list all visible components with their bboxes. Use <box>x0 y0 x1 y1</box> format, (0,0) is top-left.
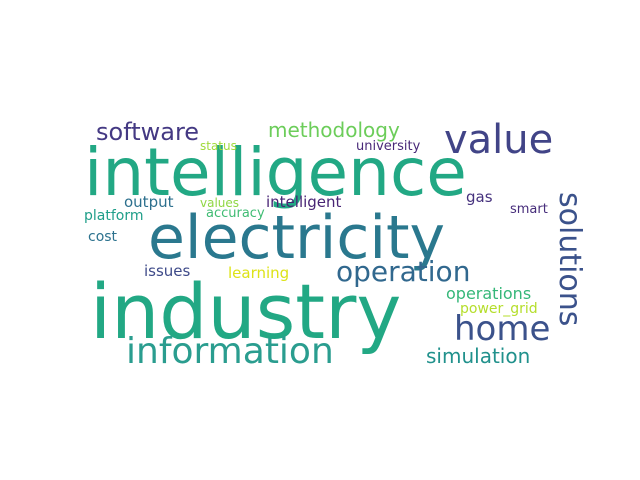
word-value: value <box>444 117 554 163</box>
word-simulation: simulation <box>426 344 531 368</box>
word-cost: cost <box>88 229 118 245</box>
word-status: status <box>200 139 237 153</box>
word-software: software <box>96 118 200 146</box>
word-learning: learning <box>228 264 290 282</box>
word-values: values <box>200 196 240 210</box>
word-university: university <box>356 139 421 154</box>
word-smart: smart <box>510 202 548 217</box>
word-intelligence: intelligence <box>84 134 467 211</box>
word-industry: industry <box>90 267 402 356</box>
word-intelligent: intelligent <box>266 193 342 211</box>
word-issues: issues <box>144 262 191 280</box>
word-output: output <box>124 193 174 211</box>
word-information: information <box>126 331 334 372</box>
word-methodology: methodology <box>268 118 400 142</box>
word-platform: platform <box>84 208 144 224</box>
word-operations: operations <box>446 284 532 303</box>
word-accuracy: accuracy <box>206 206 265 221</box>
word-gas: gas <box>466 188 493 206</box>
word-home: home <box>454 309 551 349</box>
word-electricity: electricity <box>148 203 446 273</box>
word-solutions: solutions <box>552 192 587 327</box>
word-power-grid: power_grid <box>460 301 538 317</box>
word-operation: operation <box>336 255 471 288</box>
